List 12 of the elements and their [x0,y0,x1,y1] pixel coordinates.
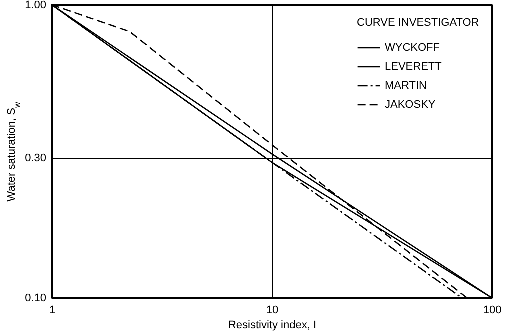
legend-title: CURVE INVESTIGATOR [357,17,480,29]
x-tick-label: 10 [266,304,279,316]
y-tick-label: 0.30 [25,152,46,165]
legend-label: MARTIN [385,80,428,92]
x-axis-title: Resistivity index, I [228,320,317,332]
legend-label: LEVERETT [385,61,442,73]
legend-label: WYCKOFF [385,42,440,54]
legend-label: JAKOSKY [385,99,436,111]
y-tick-label: 1.00 [25,0,46,12]
x-tick-label: 100 [483,304,502,316]
x-tick-label: 1 [49,304,56,316]
y-tick-label: 0.10 [25,292,46,304]
